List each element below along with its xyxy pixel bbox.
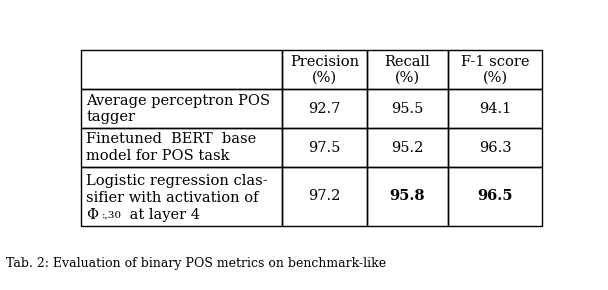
Text: Average perceptron POS
tagger: Average perceptron POS tagger (86, 94, 271, 124)
Text: 96.5: 96.5 (477, 189, 513, 203)
Text: Precision
(%): Precision (%) (290, 55, 359, 85)
Text: 94.1: 94.1 (479, 102, 511, 116)
Text: 92.7: 92.7 (308, 102, 340, 116)
Text: sifier with activation of: sifier with activation of (86, 191, 259, 205)
Text: Tab. 2: Evaluation of binary POS metrics on benchmark-like: Tab. 2: Evaluation of binary POS metrics… (6, 257, 386, 270)
Text: 95.5: 95.5 (391, 102, 424, 116)
Text: 96.3: 96.3 (479, 141, 511, 155)
Text: Recall
(%): Recall (%) (384, 55, 430, 85)
Text: F-1 score
(%): F-1 score (%) (461, 55, 530, 85)
Text: 97.5: 97.5 (308, 141, 340, 155)
Text: 97.2: 97.2 (308, 189, 340, 203)
Text: Finetuned  BERT  base
model for POS task: Finetuned BERT base model for POS task (86, 133, 257, 163)
Text: 95.8: 95.8 (390, 189, 425, 203)
Text: :,30: :,30 (102, 210, 122, 219)
Text: at layer 4: at layer 4 (125, 208, 201, 222)
Text: 95.2: 95.2 (391, 141, 424, 155)
Text: Logistic regression clas-: Logistic regression clas- (86, 174, 268, 188)
Text: Φ: Φ (86, 208, 98, 222)
